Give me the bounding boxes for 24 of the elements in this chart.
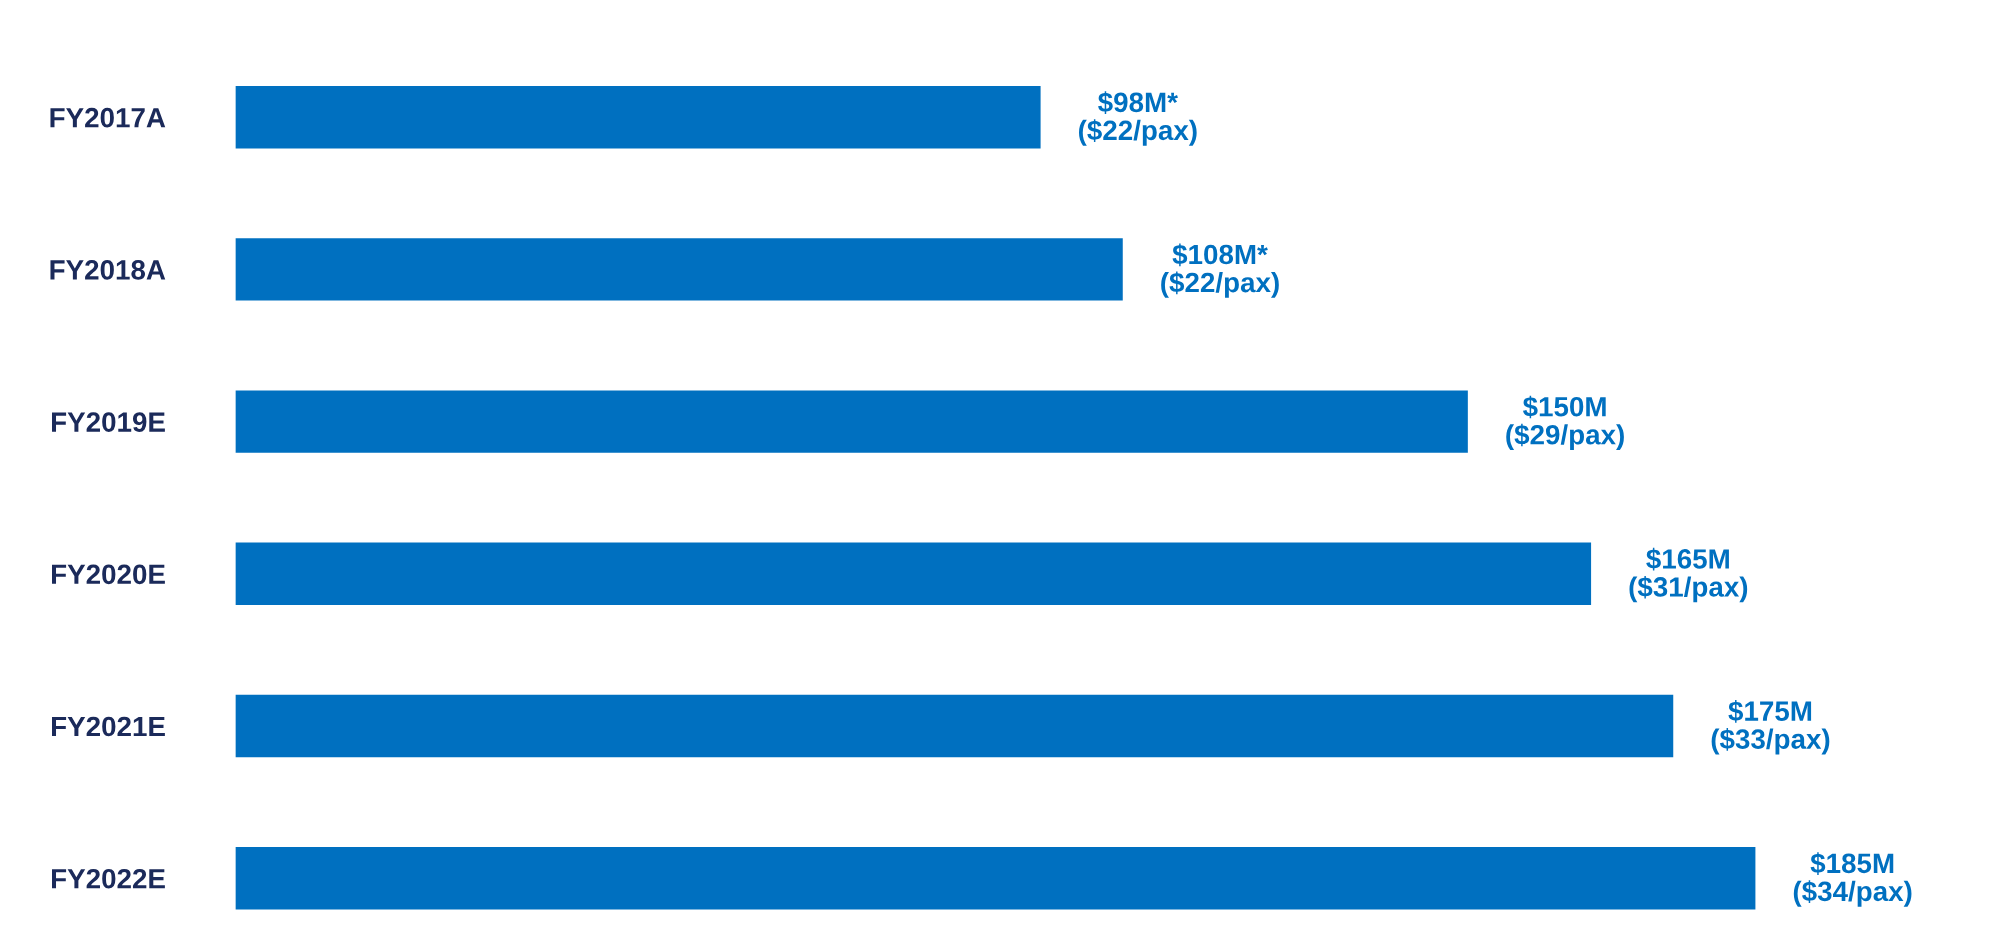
bar — [235, 238, 1123, 301]
data-label: $175M — [1728, 700, 1812, 723]
data-label: $185M — [1810, 852, 1894, 875]
bar — [235, 694, 1674, 758]
annotation: ($33/pax) — [1711, 728, 1830, 755]
y-tick-label: FY2022E — [52, 868, 165, 889]
annotation: ($29/pax) — [1506, 423, 1624, 451]
annotation: ($22/pax) — [1161, 271, 1279, 298]
annotation: ($34/pax) — [1793, 880, 1912, 907]
data-label: $108M* — [1172, 243, 1268, 267]
y-tick-label: FY2020E — [52, 564, 165, 585]
data-label: $150M — [1522, 395, 1606, 419]
bar — [235, 390, 1468, 453]
y-tick-label: FY2019E — [52, 412, 165, 432]
y-tick-label: FY2017A — [50, 107, 166, 128]
bar — [235, 542, 1592, 605]
y-tick-label: FY2021E — [52, 716, 165, 737]
bar — [235, 847, 1756, 910]
data-label: $165M — [1646, 547, 1729, 571]
annotation: ($22/pax) — [1079, 119, 1197, 146]
bar — [235, 85, 1041, 149]
data-label: $98M* — [1098, 91, 1178, 114]
annotation: ($31/pax) — [1629, 575, 1748, 603]
y-tick-label: FY2018A — [50, 260, 166, 280]
